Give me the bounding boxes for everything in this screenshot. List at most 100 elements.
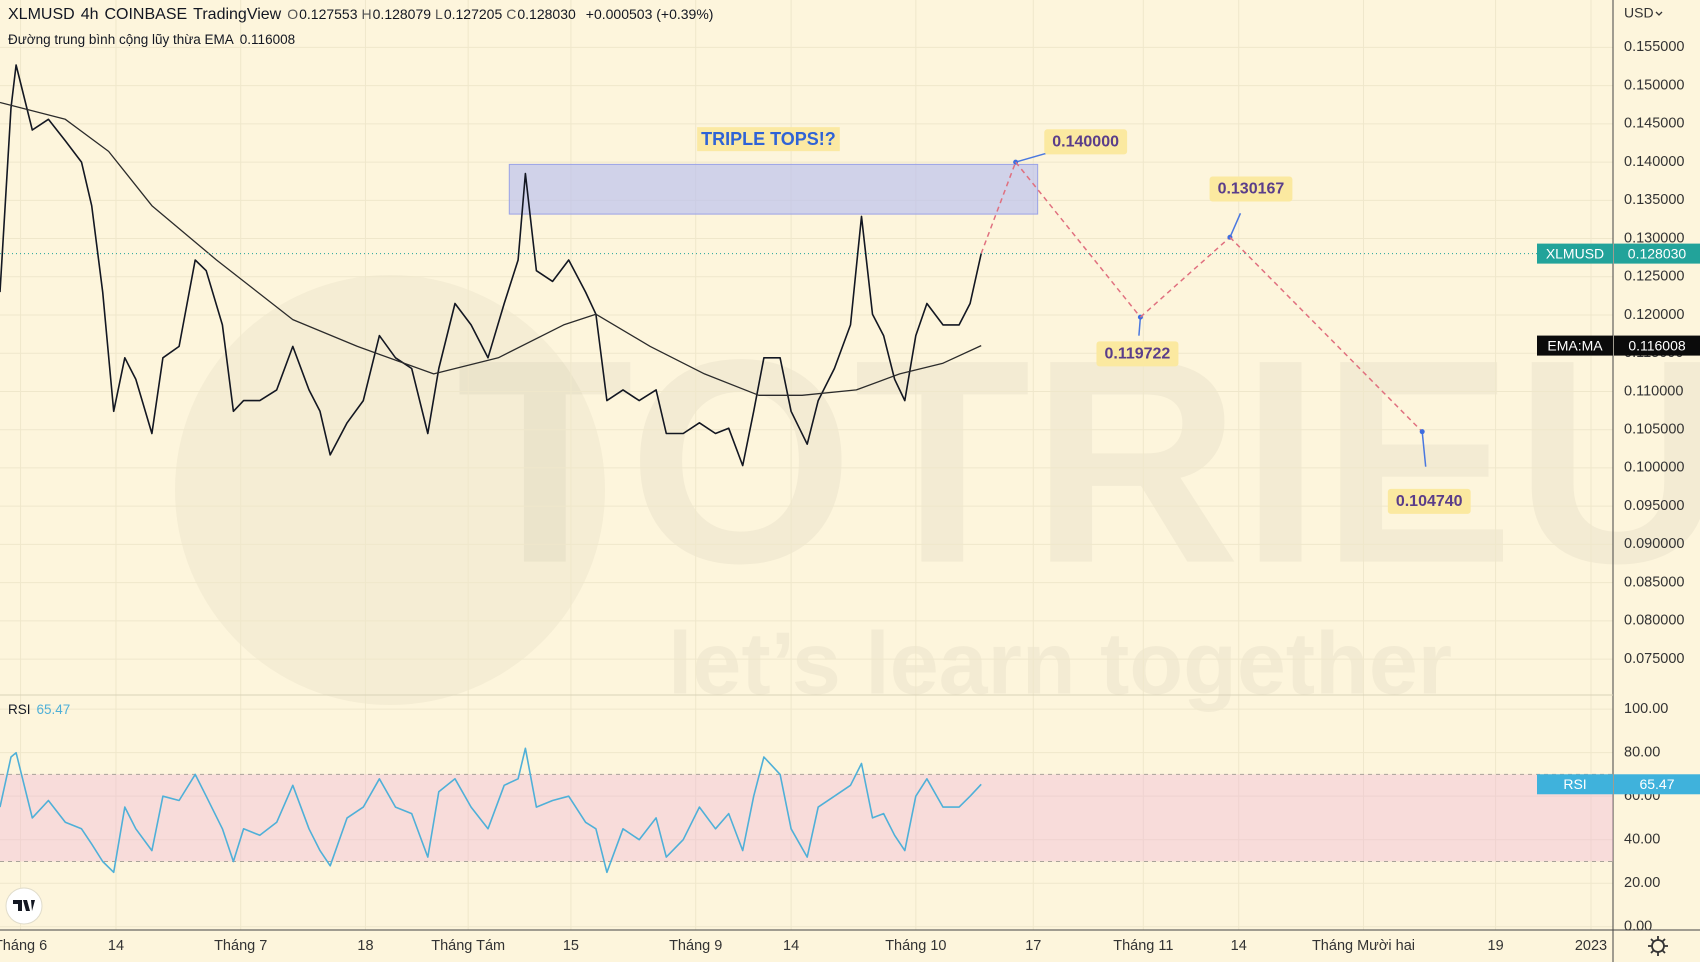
currency-label[interactable]: USD <box>1624 5 1654 21</box>
rsi-tick-label: 20.00 <box>1624 875 1660 891</box>
annotation: TRIPLE TOPS!? <box>701 129 836 149</box>
ohlc-value: 0.128079 <box>372 6 432 22</box>
y-tick-label: 0.110000 <box>1624 383 1683 399</box>
x-tick-label: Tháng 11 <box>1113 938 1173 954</box>
badge-value: 65.47 <box>1639 776 1674 792</box>
ohlc-values: O0.127553 H0.128079 L0.127205 C0.128030 <box>287 6 580 22</box>
source: TradingView <box>193 6 282 23</box>
ohlc-key: L <box>435 6 443 22</box>
projection-leader <box>1421 431 1427 467</box>
watermark-logo <box>175 275 605 705</box>
y-tick-label: 0.090000 <box>1624 536 1684 552</box>
ohlc-key: C <box>506 6 517 22</box>
x-tick-label: Tháng 6 <box>0 938 47 954</box>
x-tick-label: 19 <box>1488 938 1504 954</box>
x-tick-label: Tháng Tám <box>431 938 505 954</box>
exchange: COINBASE <box>104 6 188 23</box>
watermark-slogan: let’s learn together <box>668 613 1452 712</box>
x-tick-label: 15 <box>563 938 579 954</box>
y-tick-label: 0.120000 <box>1624 307 1684 323</box>
y-tick-label: 0.125000 <box>1624 269 1684 285</box>
settings-gear[interactable] <box>1648 936 1668 956</box>
logo-circle[interactable] <box>5 887 43 925</box>
projection-label: 0.140000 <box>1052 133 1119 150</box>
rsi-legend-value: 65.47 <box>36 702 71 717</box>
projection-label-bg <box>1096 341 1179 367</box>
projection-segment <box>1015 161 1141 318</box>
y-tick-label: 0.135000 <box>1624 192 1684 208</box>
projection-leader <box>1229 212 1242 238</box>
y-tick-label: 0.155000 <box>1624 39 1684 55</box>
badge-value: 0.128030 <box>1628 245 1687 261</box>
badge-name: EMA:MA <box>1547 337 1603 353</box>
y-tick-label: 0.140000 <box>1624 154 1684 170</box>
y-tick-label: 0.145000 <box>1624 116 1684 132</box>
indicator-line: Đường trung bình cộng lũy thừa EMA 0.116… <box>8 32 295 47</box>
x-tick-label: Tháng 7 <box>214 938 267 954</box>
watermark-brand: TOTRIEU <box>456 300 1700 624</box>
rsi-tick-label: 80.00 <box>1624 744 1660 760</box>
y-tick-label: 0.080000 <box>1624 613 1684 629</box>
rsi-tick-label: 100.00 <box>1624 701 1668 717</box>
currency-chevron[interactable] <box>1655 11 1663 16</box>
y-tick-label: 0.095000 <box>1624 498 1684 514</box>
rsi-legend: RSI 65.47 <box>8 702 70 717</box>
projection-leader <box>1015 151 1051 163</box>
x-tick-label: Tháng Mười hai <box>1312 938 1415 954</box>
projection-label: 0.119722 <box>1104 345 1170 362</box>
ohlc-value: 0.127553 <box>299 6 358 22</box>
rsi-tick-label: 0.00 <box>1624 919 1652 935</box>
symbol[interactable]: XLMUSD <box>8 6 75 23</box>
rsi-tick-label: 40.00 <box>1624 832 1660 848</box>
x-tick-label: 17 <box>1025 938 1041 954</box>
badge-name-bg <box>1537 335 1613 356</box>
projection-label-bg <box>1387 488 1471 514</box>
watermark: TOTRIEU let’s learn together <box>175 275 1700 712</box>
logo-mark[interactable] <box>13 900 35 911</box>
rsi-legend-name[interactable]: RSI <box>8 702 31 717</box>
badge-name-bg <box>1537 774 1613 795</box>
badge-value-bg <box>1614 335 1700 356</box>
projection-leader <box>1138 317 1142 336</box>
ohlc-value: 0.127205 <box>443 6 503 22</box>
projection-label-bg <box>1044 129 1128 155</box>
projection-segment <box>1139 236 1231 318</box>
series-line <box>0 64 982 467</box>
projection-point <box>1419 429 1425 435</box>
ohlc-key: H <box>361 6 372 22</box>
x-tick-label: 14 <box>783 938 799 954</box>
projection-label: 0.130167 <box>1218 180 1285 197</box>
y-tick-label: 0.100000 <box>1624 460 1684 476</box>
ema-line <box>0 101 982 396</box>
projection-label-bg <box>1209 176 1293 202</box>
x-tick-label: 14 <box>1231 938 1247 954</box>
header-line: XLMUSD 4h COINBASE TradingView O0.127553… <box>8 6 713 24</box>
badge-name: RSI <box>1563 776 1586 792</box>
y-tick-label: 0.105000 <box>1624 422 1684 438</box>
x-tick-label: Tháng 10 <box>885 938 946 954</box>
x-tick-label: 2023 <box>1575 938 1607 954</box>
resistance-zone <box>508 163 1039 215</box>
ohlc-key: O <box>287 6 299 22</box>
interval[interactable]: 4h <box>80 6 99 23</box>
badge-name: XLMUSD <box>1546 245 1604 261</box>
price-change: +0.000503 (+0.39%) <box>585 6 714 22</box>
badge-value-bg <box>1614 243 1700 264</box>
indicator-value: 0.116008 <box>239 32 296 47</box>
y-tick-label: 0.085000 <box>1624 574 1684 590</box>
gear-teeth[interactable] <box>1648 936 1668 956</box>
tradingview-logo[interactable] <box>5 887 43 925</box>
grid <box>0 0 1613 930</box>
badge-value-bg <box>1614 774 1700 795</box>
y-tick-label: 0.150000 <box>1624 77 1684 93</box>
ohlc-value: 0.128030 <box>517 6 576 22</box>
badge-name-bg <box>1537 243 1613 264</box>
indicator-label[interactable]: Đường trung bình cộng lũy thừa EMA <box>8 32 234 47</box>
rsi-band <box>0 774 1613 862</box>
x-tick-label: 14 <box>108 938 124 954</box>
x-tick-label: 18 <box>357 938 373 954</box>
projection-segment <box>980 161 1017 254</box>
